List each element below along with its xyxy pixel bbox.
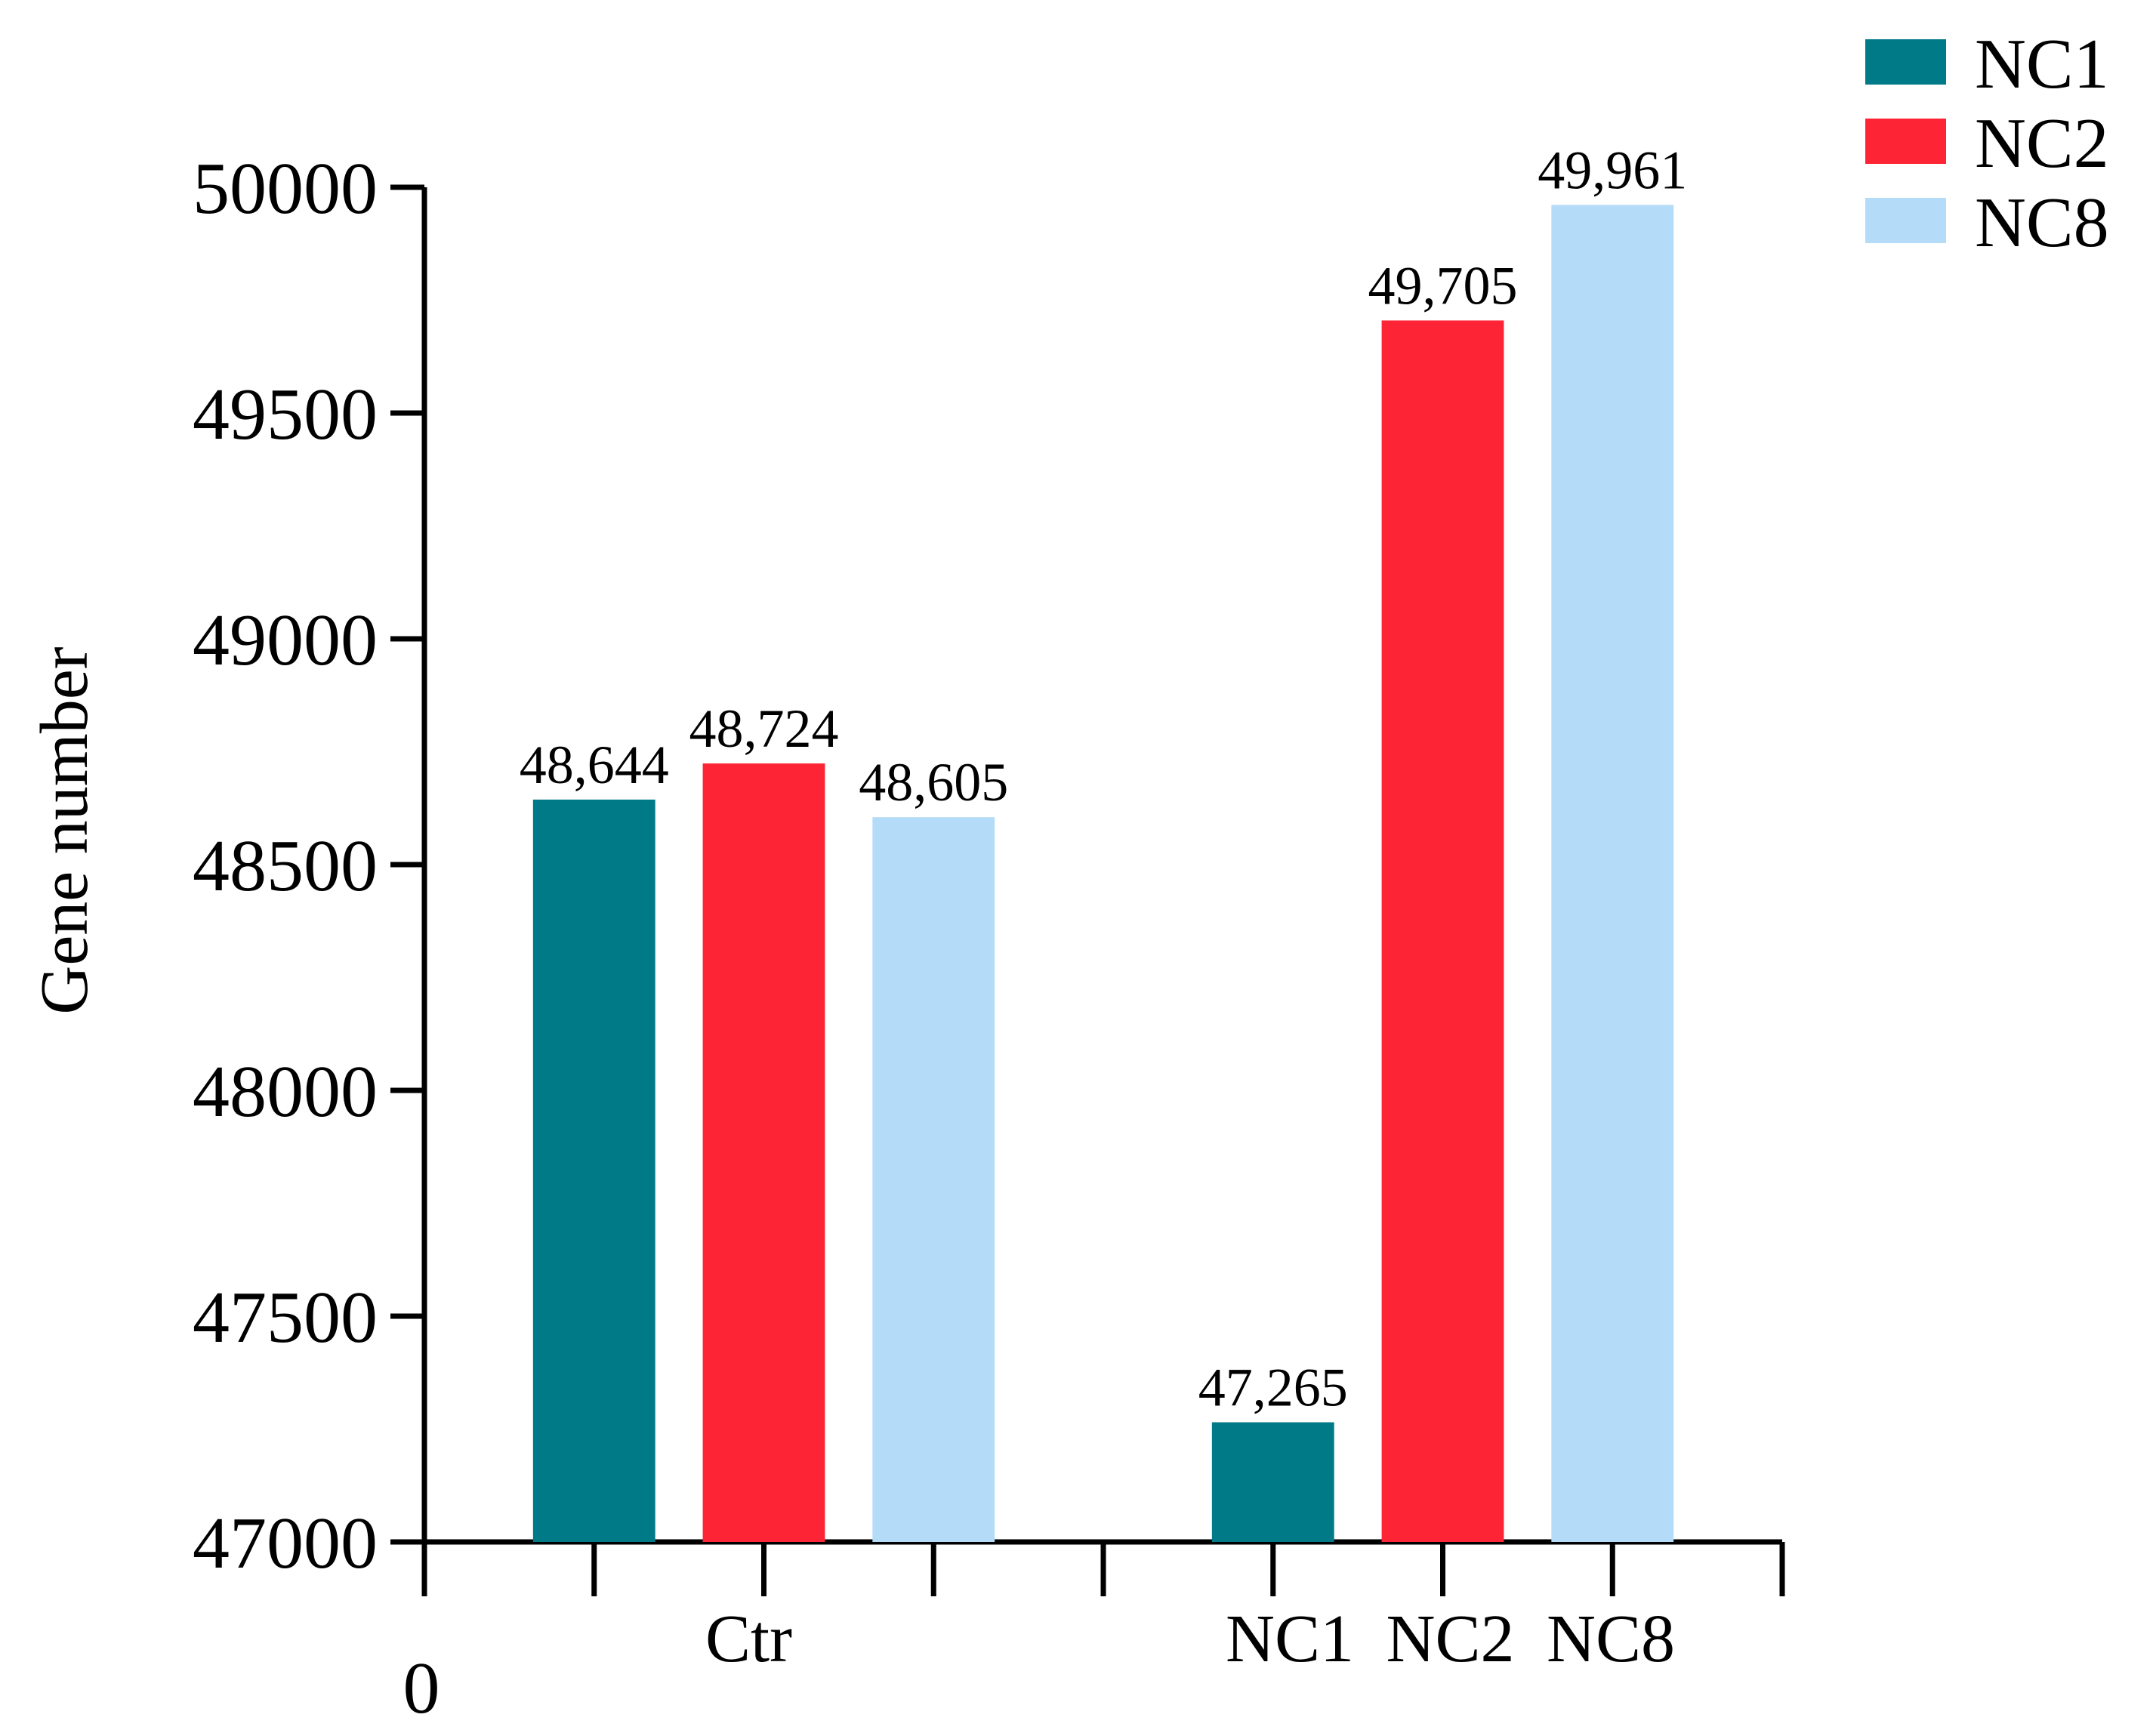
y-tick-label: 47500	[193, 1277, 378, 1358]
bar-ctr-nc2	[702, 763, 825, 1542]
legend-label-nc2: NC2	[1975, 104, 2109, 183]
y-tick-label: 47000	[193, 1503, 378, 1584]
bar-ctr-nc8	[872, 817, 995, 1542]
legend-swatch-nc1	[1865, 39, 1946, 85]
y-axis-title: Gene number	[27, 646, 102, 1014]
y-tick-label: 49000	[193, 600, 378, 681]
y-tick-label: 48500	[193, 825, 378, 907]
legend-label-nc1: NC1	[1975, 25, 2109, 103]
y-axis: 47000 47500 48000 48500 49000 49500 50000	[193, 148, 427, 1584]
legend-label-nc8: NC8	[1975, 183, 2109, 262]
data-label: 48,644	[520, 735, 669, 795]
origin-label: 0	[403, 1648, 440, 1729]
bar-ctr-nc1	[532, 799, 655, 1542]
data-label: 48,724	[689, 698, 839, 759]
data-label: 47,265	[1198, 1358, 1348, 1418]
x-axis: Ctr NC1 NC2 NC8	[421, 1539, 1785, 1676]
data-labels: 48,644 48,724 48,605 47,265 49,705 49,961	[520, 140, 1688, 1417]
y-tick-label: 49500	[193, 374, 378, 455]
x-tick-label-ctr: Ctr	[705, 1602, 792, 1676]
data-label: 48,605	[859, 752, 1008, 812]
bar-nc1-nc2-nc8-nc2	[1381, 320, 1504, 1542]
x-tick-label-nc-group: NC1 NC2 NC8	[1226, 1602, 1675, 1676]
legend-swatch-nc8	[1865, 198, 1946, 243]
bar-nc1-nc2-nc8-nc1	[1211, 1422, 1334, 1542]
bars	[532, 205, 1674, 1542]
bar-nc1-nc2-nc8-nc8	[1551, 205, 1674, 1542]
y-tick-label: 48000	[193, 1051, 378, 1133]
data-label: 49,705	[1368, 255, 1518, 316]
legend-swatch-nc2	[1865, 119, 1946, 164]
data-label: 49,961	[1538, 140, 1687, 200]
y-tick-label: 50000	[193, 148, 378, 230]
